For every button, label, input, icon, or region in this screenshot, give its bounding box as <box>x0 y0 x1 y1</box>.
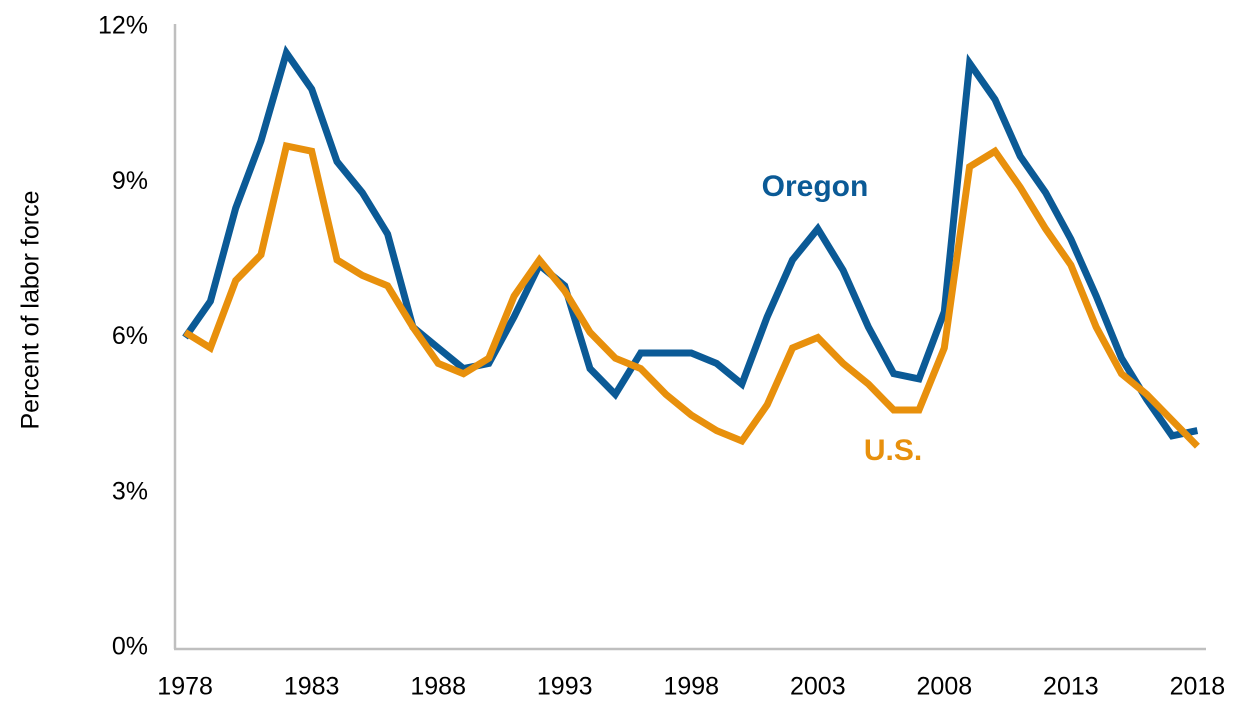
x-tick-label: 2013 <box>1043 673 1099 701</box>
series-line <box>182 44 1199 440</box>
series-label: Oregon <box>762 170 869 203</box>
y-axis-label: Percent of labor force <box>17 190 45 429</box>
x-tick-label: 2003 <box>790 673 846 701</box>
y-tick-label: 3% <box>112 477 148 505</box>
x-tick-label: 1993 <box>537 673 593 701</box>
x-tick-label: 2018 <box>1170 673 1226 701</box>
x-tick-label: 1978 <box>157 673 213 701</box>
y-tick-label: 12% <box>98 12 148 40</box>
y-tick-label: 0% <box>112 633 148 661</box>
y-tick-label: 9% <box>112 167 148 195</box>
x-tick-label: 2008 <box>917 673 973 701</box>
series-line <box>183 141 1200 449</box>
x-tick-label: 1983 <box>284 673 340 701</box>
series-label: U.S. <box>864 434 922 467</box>
x-tick-label: 1988 <box>410 673 466 701</box>
x-tick-label: 1998 <box>663 673 719 701</box>
y-tick-label: 6% <box>112 322 148 350</box>
